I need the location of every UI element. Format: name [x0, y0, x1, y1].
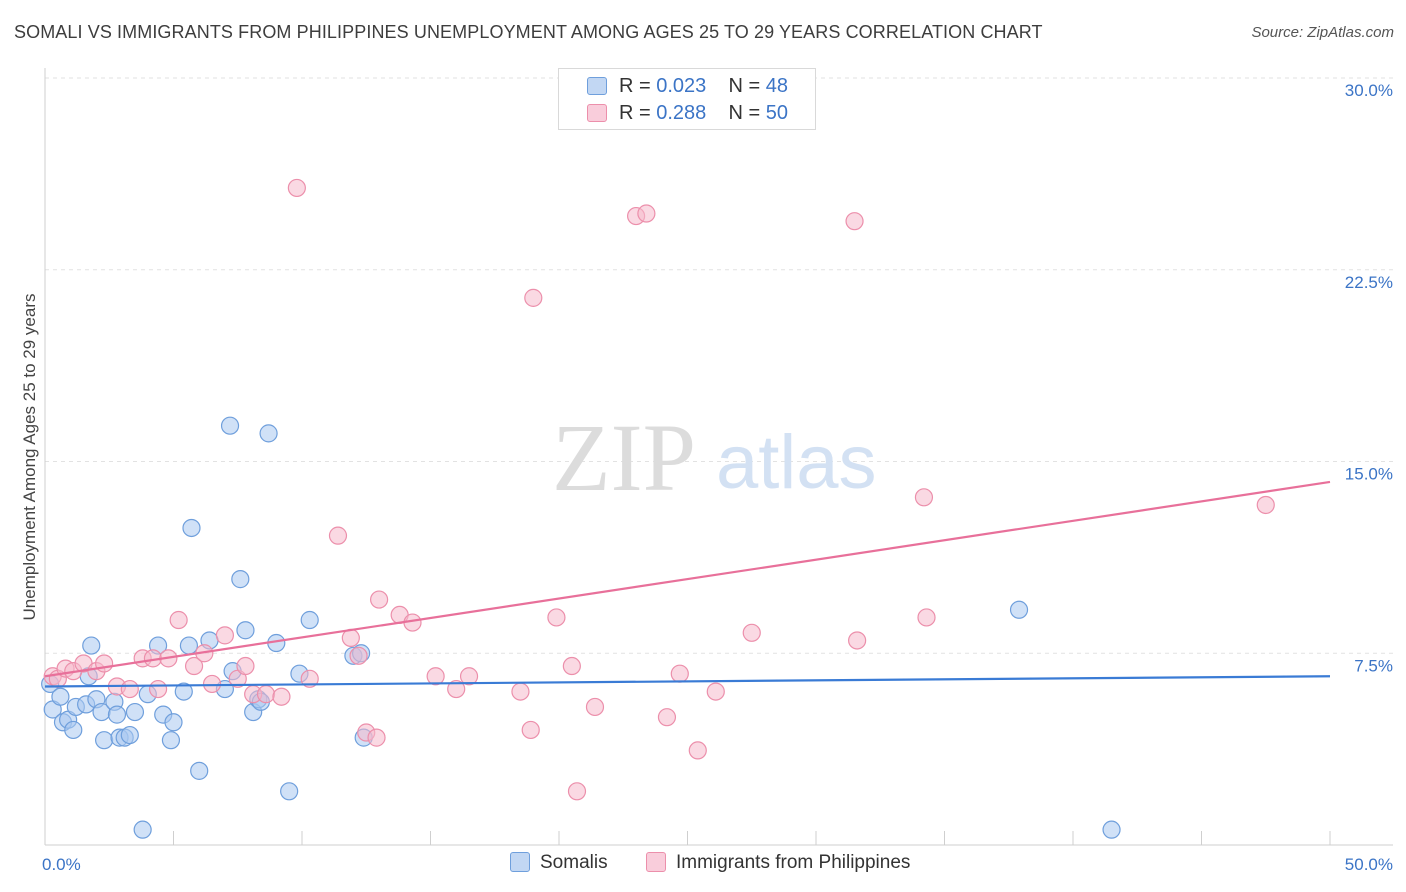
somali-point: [120, 725, 139, 745]
philippines-point: [426, 667, 445, 686]
philippines-point: [215, 626, 234, 645]
somali-point: [220, 416, 240, 435]
philippines-point: [524, 288, 543, 307]
grid-layer: [45, 77, 1393, 654]
tick-label-layer: 7.5% 15.0% 22.5% 30.0% 0.0% 50.0%: [42, 81, 1393, 874]
somali-point: [236, 621, 255, 640]
philippines-point: [688, 741, 707, 760]
somali-point: [64, 720, 83, 740]
watermark: ZIP atlas: [552, 404, 877, 511]
x-tick-label-max: 50.0%: [1345, 855, 1393, 874]
philippines-point: [370, 590, 389, 609]
philippines-point: [202, 674, 222, 694]
philippines-point: [300, 669, 319, 688]
somali-trend-line: [44, 675, 1331, 688]
watermark-atlas: atlas: [716, 420, 877, 505]
philippines-point: [848, 631, 867, 650]
philippines-point: [148, 679, 168, 699]
legend-r-value: 0.023: [656, 75, 707, 97]
y-tick-label: 15.0%: [1345, 465, 1393, 484]
philippines-point: [1256, 495, 1275, 515]
philippines-point: [585, 697, 605, 717]
philippines-point: [256, 685, 276, 704]
philippines-point: [95, 654, 114, 673]
philippines-point: [169, 610, 188, 630]
bottom-swatch-somalis: [510, 852, 530, 872]
philippines-point: [447, 679, 466, 699]
somali-point: [51, 687, 70, 706]
bottom-legend-somalis: Somalis: [510, 852, 608, 874]
philippines-point: [845, 212, 864, 231]
correlation-legend: R = 0.023 N = 48 R = 0.288 N = 50: [558, 68, 816, 130]
somali-point: [1102, 820, 1121, 839]
philippines-point: [657, 708, 677, 727]
philippines-trend-line: [44, 480, 1331, 678]
philippines-point: [567, 782, 587, 801]
watermark-zip: ZIP: [552, 404, 696, 511]
philippines-point: [706, 682, 725, 701]
somali-point: [161, 731, 181, 750]
somali-point: [280, 782, 299, 801]
legend-r-label: R =: [619, 75, 657, 97]
legend-r-label: R =: [619, 102, 657, 124]
source-label: Source: ZipAtlas.com: [1251, 24, 1394, 41]
bottom-legend-label: Somalis: [540, 852, 608, 873]
philippines-point: [236, 656, 255, 676]
philippines-point: [367, 728, 386, 747]
somali-point: [1009, 600, 1029, 619]
points-layer: [41, 178, 1275, 839]
somali-point: [174, 682, 193, 701]
somali-point: [164, 713, 183, 732]
philippines-point: [272, 687, 291, 706]
philippines-point: [349, 646, 368, 665]
legend-n-label: N =: [728, 75, 766, 97]
philippines-point: [562, 656, 581, 676]
philippines-point: [637, 204, 656, 223]
philippines-point: [521, 720, 540, 740]
somali-point: [182, 518, 201, 538]
legend-r-value: 0.288: [656, 102, 707, 124]
y-tick-label: 7.5%: [1354, 656, 1393, 675]
y-tick-label: 22.5%: [1345, 273, 1393, 292]
chart-title: SOMALI VS IMMIGRANTS FROM PHILIPPINES UN…: [14, 22, 1043, 42]
somali-point: [82, 636, 101, 655]
philippines-point: [120, 679, 139, 699]
philippines-point: [459, 667, 479, 686]
philippines-point: [742, 623, 761, 642]
x-tick-label-min: 0.0%: [42, 855, 81, 874]
legend-n-value: 50: [765, 102, 789, 124]
bottom-swatch-philippines: [646, 852, 666, 872]
philippines-point: [917, 608, 936, 627]
legend-swatch-somalis: [587, 77, 607, 95]
somali-point: [95, 731, 114, 750]
somali-point: [107, 705, 127, 724]
philippines-point: [914, 488, 934, 507]
trend-layer: [44, 480, 1331, 688]
somali-point: [259, 424, 278, 443]
somali-point: [125, 702, 145, 722]
somali-point: [231, 570, 250, 589]
somali-point: [133, 820, 152, 839]
philippines-point: [328, 526, 348, 545]
philippines-point: [184, 656, 204, 676]
philippines-point: [547, 608, 566, 627]
y-tick-label: 30.0%: [1345, 81, 1393, 100]
philippines-point: [287, 178, 306, 198]
legend-n-value: 48: [765, 75, 789, 97]
axis-layer: [44, 68, 1393, 846]
legend-swatch-philippines: [587, 104, 607, 122]
somali-point: [179, 636, 199, 655]
philippines-point: [511, 682, 530, 701]
somali-point: [190, 761, 209, 780]
bottom-legend-philippines: Immigrants from Philippines: [646, 852, 910, 874]
bottom-legend-label: Immigrants from Philippines: [676, 852, 911, 873]
y-axis-label: Unemployment Among Ages 25 to 29 years: [20, 293, 39, 621]
philippines-point: [670, 664, 689, 683]
legend-n-label: N =: [728, 102, 766, 124]
somali-point: [300, 610, 319, 630]
